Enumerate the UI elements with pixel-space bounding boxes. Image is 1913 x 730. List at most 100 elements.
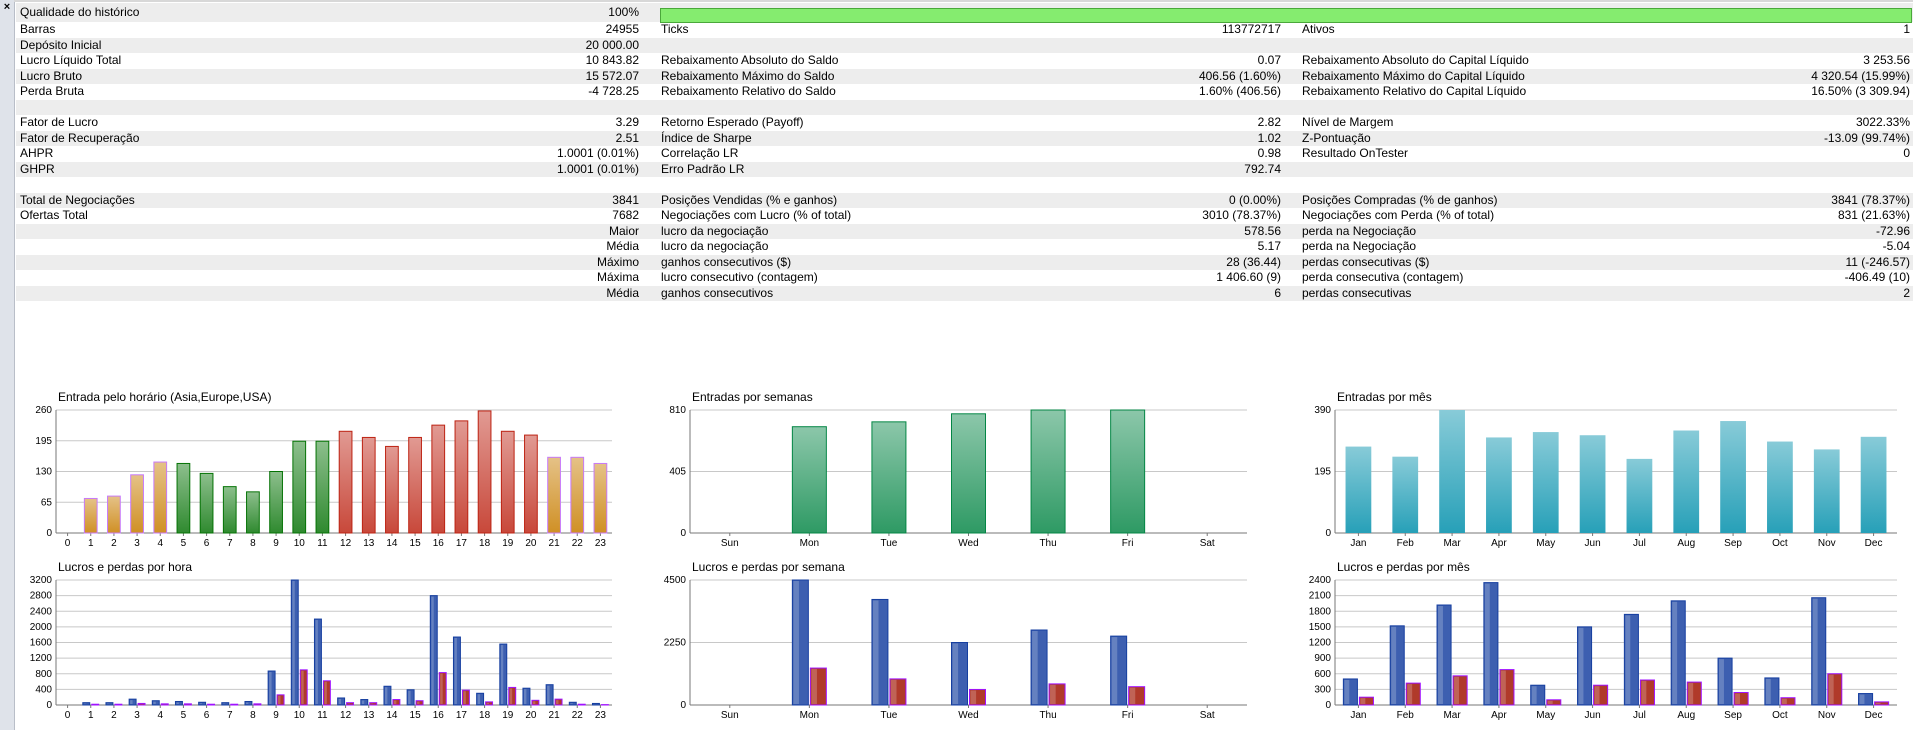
x-tick-label: May [1536,710,1555,721]
loss-bar [137,702,146,706]
stat-label: Rebaixamento Relativo do Capital Líquido [1302,84,1527,98]
history-quality-label: Qualidade do histórico [20,5,140,19]
x-tick-label: 4 [157,538,163,549]
x-tick-label: Tue [880,710,897,721]
bar [1532,432,1559,533]
stats-row: Média lucro da negociação 5.17 perda na Neg… [16,239,1913,255]
bar-highlight [556,700,559,704]
profit-bar [476,692,485,706]
stat-value: 6 [1274,285,1281,300]
profit-bar [151,700,160,706]
x-tick-label: Jul [1633,538,1646,549]
x-tick-label: Mar [1443,538,1461,549]
x-tick-label: 5 [181,538,187,549]
stats-row: Fator de Recuperação 2.51 Índice de Sharpe… [16,130,1913,146]
y-tick-label: 2100 [1309,591,1332,602]
stat-value: 11 (-246.57) [1845,254,1910,269]
loss-bar [508,686,517,706]
bar [431,424,446,534]
stat-value: 1.0001 (0.01%) [556,161,639,176]
profit-bar [383,685,392,706]
stat-value: 20 000.00 [585,37,639,52]
chart-canvas: 0 2250 4500 Sun Mon Tue Wed Thu Fri Sat [664,575,1247,721]
loss-bar [461,689,470,706]
x-tick-label: Tue [880,538,897,549]
bar-highlight [393,700,397,704]
bar-highlight [176,702,179,704]
chart-canvas: 0 405 810 Sun Mon Tue Wed Thu Fri Sat [669,405,1247,549]
stat-value [1416,100,1910,116]
x-tick-label: 12 [340,538,352,549]
bar [1579,435,1606,533]
bar [1439,410,1465,533]
stat-value: -5.04 [1882,239,1910,253]
y-tick-label: 810 [669,405,686,416]
stat-label: Correlação LR [661,146,739,160]
stat-value: Maior [608,223,639,238]
chart-title: Entradas por mês [1337,390,1432,404]
x-tick-label: 19 [502,538,514,549]
bar-highlight [1547,700,1553,704]
bar [524,434,538,534]
x-tick-label: Dec [1865,538,1883,549]
bar-highlight [1828,674,1834,704]
stat-value: -4 728.25 [588,84,639,98]
x-tick-label: Feb [1397,538,1415,549]
bar [454,420,469,534]
chart: Entradas por mês 0 195 390 Jan Feb Mar Apr May Ju… [1305,390,1905,555]
x-tick-label: 4 [157,710,163,721]
stat-label: Fator de Recuperação [20,130,140,145]
stat-value: 0.07 [1257,53,1281,67]
stats-row: Maior lucro da negociação 578.56 perda na N… [16,223,1913,239]
profit-bar [244,700,253,706]
y-tick-label: 3200 [30,575,53,586]
x-tick-label: 14 [386,538,398,549]
bar [871,421,907,534]
bar [951,413,986,534]
y-tick-label: 1600 [30,638,53,649]
chart: Lucros e perdas por semana 0 2250 4500 Sun Mo… [660,560,1270,730]
stat-label: ganhos consecutivos ($) [661,254,792,269]
bar [222,486,237,534]
stat-value: Máxima [596,270,639,284]
x-tick-label: Jan [1350,538,1366,549]
bar-highlight [500,645,504,704]
bar-highlight [1781,698,1787,704]
x-tick-label: 14 [386,710,398,721]
profit-bar [452,636,461,706]
loss-bar [230,703,239,706]
stats-row: Lucro Bruto 15 572.07 Rebaixamento Máximo … [16,68,1913,84]
bar-highlight [1050,684,1056,704]
profit-bar [128,698,137,706]
stat-value: 3841 [612,192,639,207]
close-icon[interactable]: × [3,1,11,13]
x-tick-label: 7 [227,538,233,549]
loss-bar [1546,699,1562,706]
stat-label: perdas consecutivas [1302,285,1412,300]
bar-highlight [509,688,513,704]
x-tick-label: 20 [525,710,537,721]
y-tick-label: 130 [35,467,52,478]
bar-highlight [1594,686,1600,704]
bar-highlight [199,703,203,704]
stats-row [16,99,1913,116]
stats-row: AHPR 1.0001 (0.01%) Correlação LR 0.98 Resul… [16,146,1913,162]
stat-value: Máximo [596,254,639,269]
y-tick-label: 1200 [30,653,53,664]
x-tick-label: 1 [88,538,94,549]
bar-highlight [1531,686,1537,704]
chart-canvas: 0 195 390 Jan Feb Mar Apr May Jun Jul Aug Sep Oct Nov… [1314,405,1897,549]
profit-bar [360,699,369,706]
stat-value [916,100,1281,116]
loss-bar [346,702,355,706]
stat-value: -406.49 (10) [1844,270,1910,284]
bar-highlight [463,691,466,704]
bar-highlight [384,687,388,704]
bar [107,495,121,534]
stat-value: 578.56 [1244,223,1281,238]
x-tick-label: 21 [549,538,561,549]
bar-highlight [440,673,443,704]
stat-label: lucro consecutivo (contagem) [661,270,818,284]
x-tick-label: Fri [1122,538,1134,549]
bar-highlight [153,701,156,704]
